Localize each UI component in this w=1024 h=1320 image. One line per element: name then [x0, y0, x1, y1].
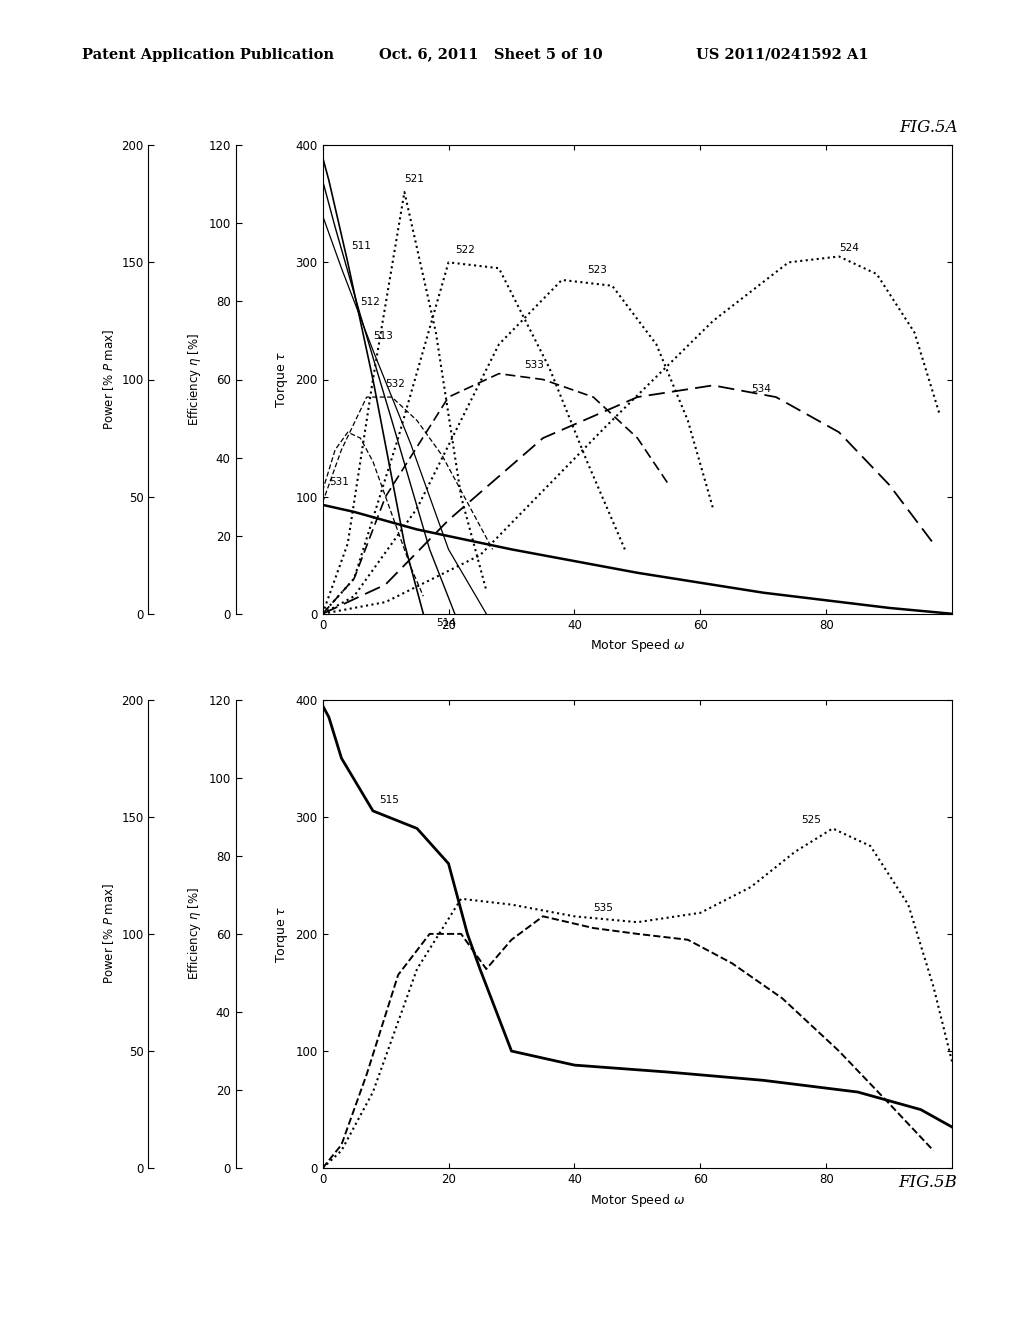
Text: 533: 533 — [524, 360, 544, 370]
Y-axis label: Efficiency $\eta$ [%]: Efficiency $\eta$ [%] — [185, 333, 203, 426]
X-axis label: Motor Speed $\omega$: Motor Speed $\omega$ — [590, 1192, 685, 1209]
Text: 511: 511 — [351, 240, 371, 251]
X-axis label: Motor Speed $\omega$: Motor Speed $\omega$ — [590, 638, 685, 655]
Text: 523: 523 — [587, 265, 607, 276]
Text: 522: 522 — [455, 246, 475, 255]
Text: 524: 524 — [839, 243, 859, 253]
Text: 531: 531 — [329, 478, 349, 487]
Text: 514: 514 — [436, 618, 456, 628]
Y-axis label: Power [% $P$ max]: Power [% $P$ max] — [101, 883, 116, 985]
Y-axis label: Torque $\tau$: Torque $\tau$ — [273, 906, 290, 962]
Text: 525: 525 — [801, 814, 821, 825]
Y-axis label: Efficiency $\eta$ [%]: Efficiency $\eta$ [%] — [185, 887, 203, 981]
Text: 513: 513 — [373, 331, 393, 341]
Text: 534: 534 — [751, 384, 771, 393]
Text: Oct. 6, 2011   Sheet 5 of 10: Oct. 6, 2011 Sheet 5 of 10 — [379, 48, 602, 62]
Y-axis label: Torque $\tau$: Torque $\tau$ — [273, 351, 290, 408]
Text: FIG.5B: FIG.5B — [899, 1173, 957, 1191]
Y-axis label: Power [% $P$ max]: Power [% $P$ max] — [101, 329, 116, 430]
Text: 532: 532 — [385, 379, 406, 389]
Text: FIG.5A: FIG.5A — [899, 119, 957, 136]
Text: 535: 535 — [593, 903, 613, 913]
Text: Patent Application Publication: Patent Application Publication — [82, 48, 334, 62]
Text: 515: 515 — [379, 795, 399, 805]
Text: US 2011/0241592 A1: US 2011/0241592 A1 — [696, 48, 869, 62]
Text: 512: 512 — [360, 297, 380, 306]
Text: 521: 521 — [404, 174, 424, 183]
